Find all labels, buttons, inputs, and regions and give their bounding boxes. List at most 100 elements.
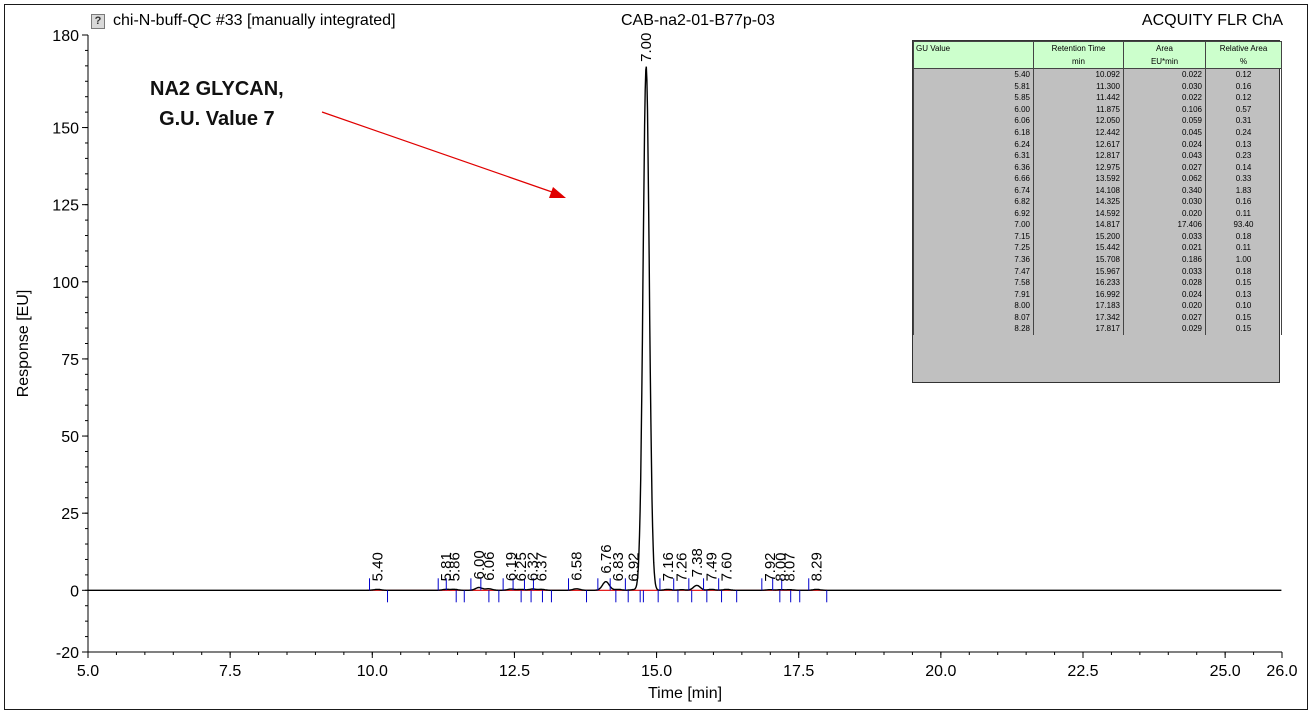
table-cell: 8.28 (913, 323, 1034, 335)
table-row: 7.58 16.233 0.028 0.15 (913, 276, 1282, 289)
table-row: 5.81 11.300 0.030 0.16 (913, 80, 1282, 93)
table-cell: 0.11 (1205, 207, 1282, 220)
table-cell: 12.817 (1033, 149, 1124, 162)
table-cell: 7.58 (913, 276, 1034, 289)
table-cell: 0.062 (1123, 172, 1206, 185)
table-cell: 5.81 (913, 80, 1034, 93)
x-tick-label: 26.0 (1266, 663, 1297, 680)
table-row: 6.00 11.875 0.106 0.57 (913, 103, 1282, 116)
table-cell: 0.18 (1205, 230, 1282, 243)
peak-label: 7.49 (704, 552, 721, 581)
table-cell: 8.07 (913, 311, 1034, 324)
table-cell: 12.617 (1033, 138, 1124, 150)
table-cell: 93.40 (1205, 219, 1282, 231)
x-tick-label: 25.0 (1210, 663, 1241, 680)
table-cell: 15.442 (1033, 242, 1124, 254)
table-cell: 12.975 (1033, 161, 1124, 173)
table-cell: 13.592 (1033, 172, 1124, 185)
table-cell: 0.045 (1123, 126, 1206, 139)
table-cell: 11.875 (1033, 103, 1124, 116)
peak-label: 6.92 (625, 552, 642, 581)
x-tick-label: 15.0 (641, 663, 672, 680)
table-cell: 0.57 (1205, 103, 1282, 116)
sample-name: CAB-na2-01-B77p-03 (621, 12, 775, 29)
table-row: 7.91 16.992 0.024 0.13 (913, 288, 1282, 300)
table-cell: 15.708 (1033, 253, 1124, 266)
table-unit-cell (913, 55, 1034, 69)
table-unit-cell: min (1033, 55, 1124, 69)
main-peak-label: 7.00 (638, 33, 655, 62)
peak-label: 7.38 (689, 548, 706, 577)
table-row: 5.40 10.092 0.022 0.12 (913, 68, 1282, 81)
y-tick-label: 150 (52, 121, 79, 138)
peak-label: 7.60 (719, 552, 736, 581)
table-cell: 0.028 (1123, 276, 1206, 289)
y-tick-label: 100 (52, 275, 79, 292)
peak-label: 5.81 (438, 552, 455, 581)
table-row: 7.00 14.817 17.406 93.40 (913, 219, 1282, 231)
y-tick-label: -20 (56, 645, 79, 662)
table-cell: 16.233 (1033, 276, 1124, 289)
table-cell: 5.40 (913, 68, 1034, 81)
x-tick-label: 20.0 (925, 663, 956, 680)
table-cell: 0.24 (1205, 126, 1282, 139)
peak-label: 7.16 (660, 552, 677, 581)
x-tick-label: 7.5 (219, 663, 241, 680)
table-cell: 14.592 (1033, 207, 1124, 220)
table-cell: 0.022 (1123, 68, 1206, 81)
table-cell: 0.16 (1205, 196, 1282, 208)
table-cell: 0.18 (1205, 265, 1282, 277)
annotation-arrowhead (549, 187, 566, 198)
channel-name: ACQUITY FLR ChA (1141, 12, 1283, 29)
injection-title: chi-N-buff-QC #33 [manually integrated] (113, 12, 396, 29)
table-cell: 6.66 (913, 172, 1034, 185)
table-header-cell: GU Value (913, 41, 1034, 55)
x-tick-label: 12.5 (499, 663, 530, 680)
table-cell: 6.24 (913, 138, 1034, 150)
table-cell: 0.024 (1123, 288, 1206, 300)
table-cell: 12.442 (1033, 126, 1124, 139)
table-cell: 6.06 (913, 115, 1034, 127)
table-cell: 0.13 (1205, 288, 1282, 300)
table-cell: 7.00 (913, 219, 1034, 231)
table-row: 8.07 17.342 0.027 0.15 (913, 311, 1282, 324)
peak-label: 8.29 (809, 552, 826, 581)
table-cell: 0.030 (1123, 196, 1206, 208)
table-cell: 10.092 (1033, 68, 1124, 81)
table-cell: 0.11 (1205, 242, 1282, 254)
table-cell: 0.033 (1123, 265, 1206, 277)
table-cell: 7.25 (913, 242, 1034, 254)
table-cell: 0.12 (1205, 68, 1282, 81)
peak-label: 5.86 (446, 552, 463, 581)
table-cell: 6.74 (913, 184, 1034, 197)
table-cell: 0.14 (1205, 161, 1282, 173)
table-cell: 14.817 (1033, 219, 1124, 231)
table-cell: 5.85 (913, 92, 1034, 104)
table-header-cell: Relative Area (1205, 41, 1282, 55)
table-row: 7.15 15.200 0.033 0.18 (913, 230, 1282, 243)
annotation-callout: NA2 GLYCAN, G.U. Value 7 (150, 74, 284, 134)
table-cell: 6.92 (913, 207, 1034, 220)
table-cell: 6.00 (913, 103, 1034, 116)
table-cell: 0.022 (1123, 92, 1206, 104)
table-row: 6.24 12.617 0.024 0.13 (913, 138, 1282, 150)
peak-label: 6.83 (610, 552, 627, 581)
table-unit-row: min EU*min% (913, 55, 1282, 69)
table-row: 6.66 13.592 0.062 0.33 (913, 172, 1282, 185)
table-cell: 7.36 (913, 253, 1034, 266)
table-header-cell: Retention Time (1033, 41, 1124, 55)
peak-label: 7.26 (674, 552, 691, 581)
y-tick-label: 50 (61, 429, 79, 446)
table-cell: 0.020 (1123, 207, 1206, 220)
table-cell: 7.47 (913, 265, 1034, 277)
table-cell: 0.10 (1205, 299, 1282, 312)
help-document-icon[interactable]: ? (91, 14, 105, 29)
table-row: 6.74 14.108 0.340 1.83 (913, 184, 1282, 197)
table-row: 7.36 15.708 0.186 1.00 (913, 253, 1282, 266)
table-cell: 0.33 (1205, 172, 1282, 185)
chromatogram-header: ? chi-N-buff-QC #33 [manually integrated… (91, 12, 1283, 34)
table-header-cell: Area (1123, 41, 1206, 55)
peak-label: 8.07 (782, 552, 799, 581)
peak-marker-layer (369, 578, 828, 603)
